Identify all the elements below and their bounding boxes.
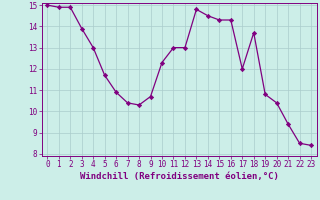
X-axis label: Windchill (Refroidissement éolien,°C): Windchill (Refroidissement éolien,°C)	[80, 172, 279, 181]
